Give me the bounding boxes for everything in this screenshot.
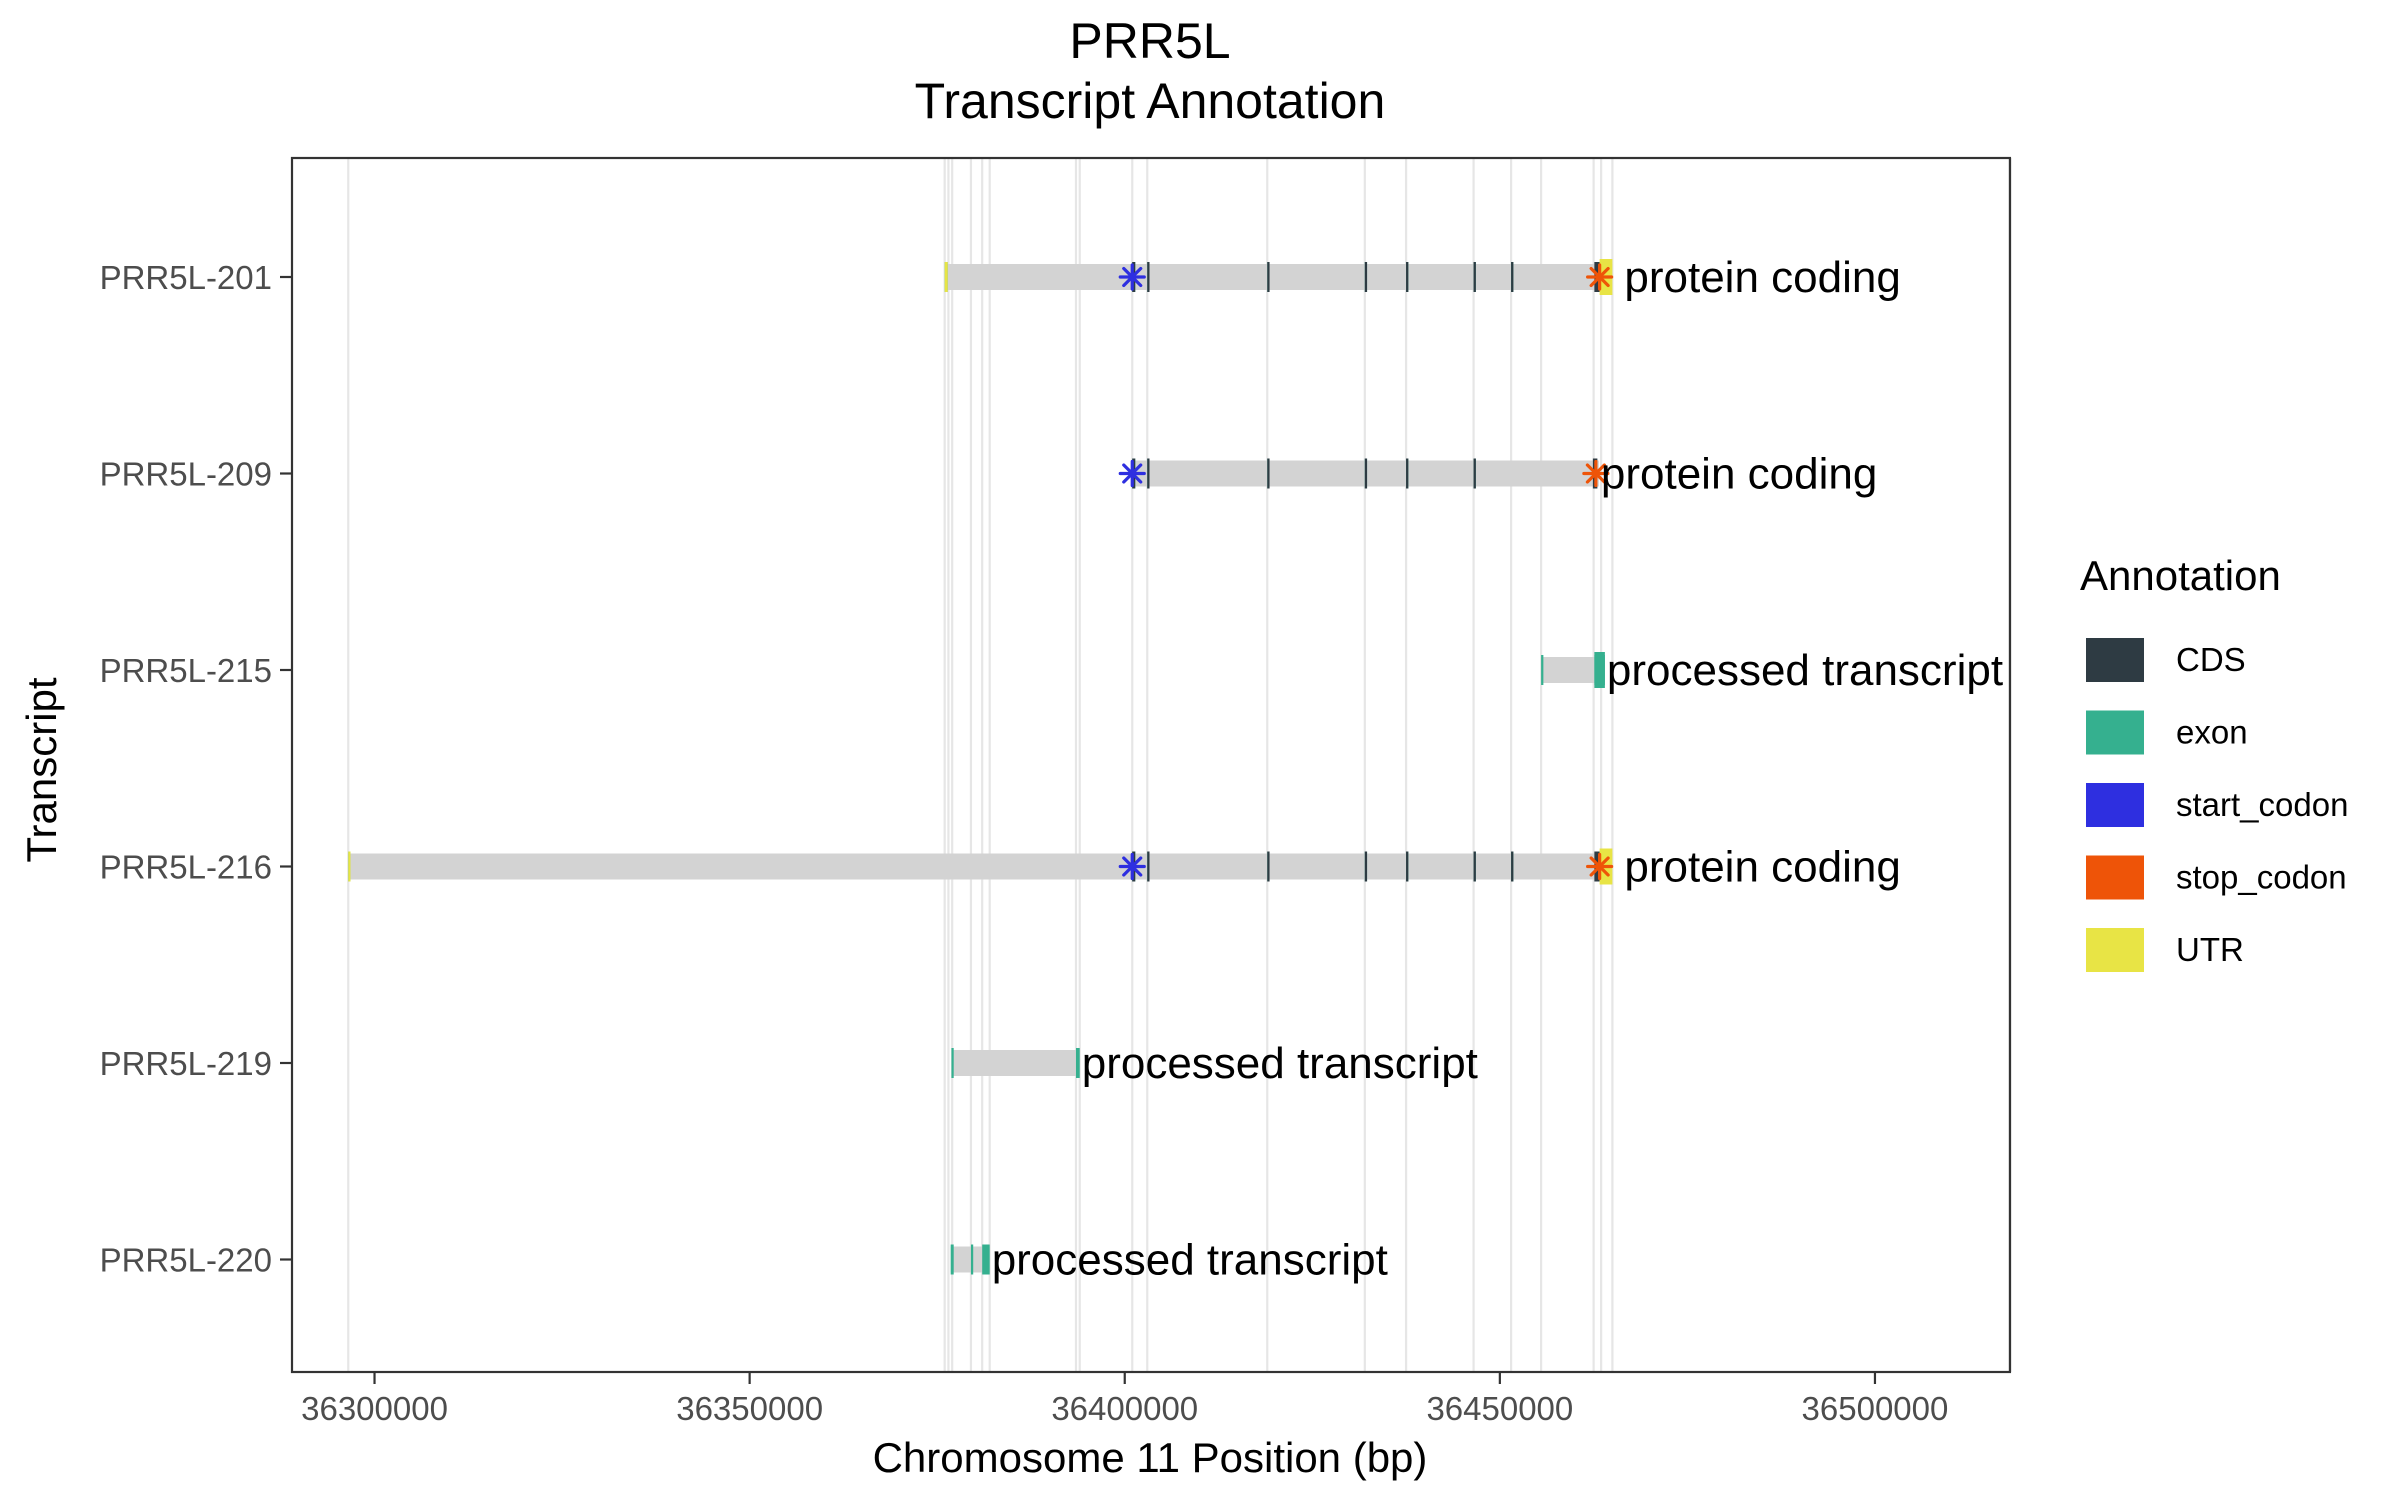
intron-backbone <box>951 1050 1080 1076</box>
transcript-track-PRR5L-219: processed transcript <box>951 1039 1478 1088</box>
exon-mark <box>970 1244 974 1275</box>
x-axis-label: Chromosome 11 Position (bp) <box>873 1434 1428 1481</box>
start-codon-mark-stroke <box>1122 856 1143 877</box>
start-codon-mark-stroke <box>1122 463 1143 484</box>
cds-mark <box>1147 458 1150 489</box>
utr-mark <box>348 851 351 882</box>
stop-codon-mark <box>1586 263 1614 291</box>
exon-mark <box>950 1244 954 1275</box>
cds-mark <box>1473 262 1476 292</box>
transcript-biotype-label: protein coding <box>1624 843 1900 892</box>
chart-title: PRR5L <box>1069 13 1230 69</box>
legend-label: exon <box>2176 714 2248 751</box>
stop-codon-mark-stroke <box>1589 266 1610 288</box>
start-codon-mark <box>1118 852 1146 881</box>
cds-mark <box>1406 851 1409 882</box>
stop-codon-mark-stroke <box>1589 856 1610 877</box>
y-tick-label: PRR5L-220 <box>100 1242 272 1279</box>
legend-key <box>2086 638 2144 682</box>
stop-codon-mark <box>1586 852 1614 881</box>
cds-mark <box>1511 262 1514 292</box>
intron-backbone <box>1541 657 1605 683</box>
cds-mark <box>1406 262 1409 292</box>
transcript-track-PRR5L-201: protein coding <box>944 253 1901 302</box>
legend-label: start_codon <box>2176 786 2348 823</box>
y-tick-label: PRR5L-201 <box>100 259 272 296</box>
exon-mark <box>951 1048 954 1078</box>
start-codon-mark <box>1118 459 1146 488</box>
x-tick-label: 36500000 <box>1802 1390 1949 1427</box>
x-tick-label: 36450000 <box>1426 1390 1573 1427</box>
cds-mark <box>1267 262 1270 292</box>
plot-area: processed transcript processed transcript… <box>100 148 2052 1427</box>
cds-mark <box>1406 458 1409 489</box>
legend-key <box>2086 855 2144 900</box>
transcript-track-PRR5L-216: protein coding <box>348 843 1901 892</box>
cds-mark <box>1473 458 1476 489</box>
legend-key <box>2086 928 2144 972</box>
legend-key <box>2086 710 2144 755</box>
cds-mark <box>1473 851 1476 882</box>
exon-mark <box>982 1244 990 1275</box>
cds-mark <box>1364 851 1368 882</box>
cds-mark <box>1147 262 1150 292</box>
legend: CDS exon start_codon stop_codon UTR <box>2086 638 2348 972</box>
transcript-biotype-label: protein coding <box>1624 253 1900 302</box>
legend-key <box>2086 783 2144 827</box>
transcript-track-PRR5L-209: protein coding <box>1118 450 1877 499</box>
cds-mark <box>1267 458 1270 489</box>
x-tick-label: 36350000 <box>676 1390 823 1427</box>
cds-mark <box>1364 458 1368 489</box>
cds-mark <box>1147 851 1150 882</box>
transcript-track-PRR5L-215: processed transcript <box>1541 646 2003 695</box>
legend-title: Annotation <box>2080 552 2281 599</box>
y-axis-label: Transcript <box>18 677 65 862</box>
start-codon-mark <box>1118 263 1146 291</box>
plot-right-mask <box>2011 148 2052 1382</box>
legend-label: stop_codon <box>2176 859 2347 896</box>
y-tick-label: PRR5L-216 <box>100 849 272 886</box>
y-tick-label: PRR5L-209 <box>100 456 272 493</box>
cds-mark <box>1267 851 1270 882</box>
y-tick-label: PRR5L-215 <box>100 652 272 689</box>
utr-mark <box>944 262 948 292</box>
x-tick-label: 36400000 <box>1051 1390 1198 1427</box>
stop-codon-mark <box>1582 459 1610 488</box>
legend-label: CDS <box>2176 641 2246 678</box>
stop-codon-mark-stroke <box>1585 463 1606 484</box>
cds-mark <box>1364 262 1368 292</box>
transcript-biotype-label: protein coding <box>1601 450 1877 499</box>
transcript-biotype-label: processed transcript <box>1082 1039 1478 1088</box>
transcript-biotype-label: processed transcript <box>1607 646 2003 695</box>
exon-end-mark <box>1594 652 1605 688</box>
transcript-track-PRR5L-220: processed transcript <box>950 1236 1388 1285</box>
exon-mark <box>1541 655 1544 685</box>
start-codon-mark-stroke <box>1122 266 1143 288</box>
intron-backbone <box>348 853 1613 880</box>
cds-mark <box>1511 851 1514 882</box>
x-tick-label: 36300000 <box>301 1390 448 1427</box>
y-tick-label: PRR5L-219 <box>100 1045 272 1082</box>
legend-label: UTR <box>2176 931 2244 968</box>
exon-mark <box>1075 1048 1080 1078</box>
chart-subtitle: Transcript Annotation <box>915 73 1386 129</box>
intron-backbone <box>944 264 1613 290</box>
transcript-biotype-label: processed transcript <box>992 1236 1388 1285</box>
